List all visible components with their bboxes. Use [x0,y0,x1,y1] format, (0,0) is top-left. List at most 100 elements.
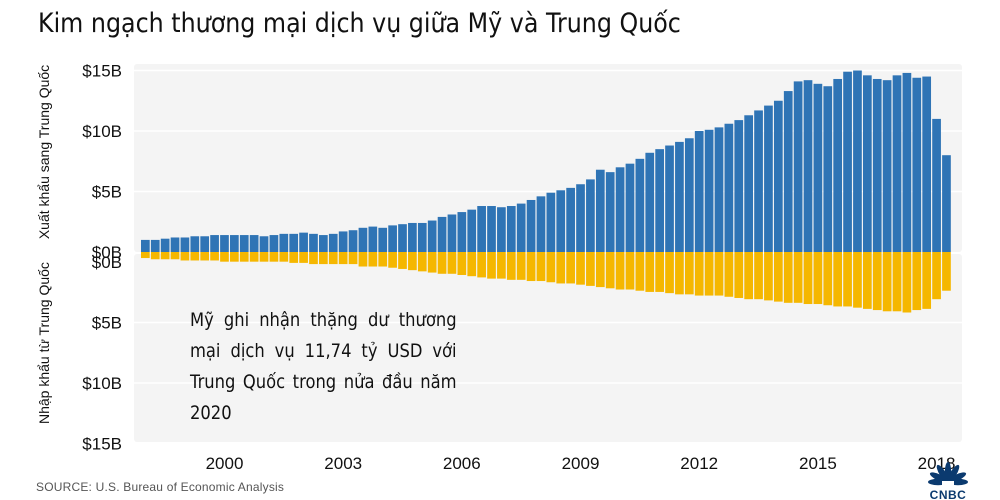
x-tick-label: 2006 [443,454,481,473]
import-bar [259,252,269,262]
import-bar [378,252,388,267]
export-bar [714,127,724,252]
import-bar [348,252,358,265]
import-bar [368,252,378,267]
export-bar [338,231,348,252]
export-bar [180,237,190,252]
import-bar [180,252,190,261]
import-bar [734,252,744,298]
import-bar [922,252,932,309]
export-bar [793,81,803,252]
import-bar [595,252,605,288]
import-bar [942,252,951,291]
import-bar [170,252,180,260]
import-bar [150,252,160,260]
export-bar [773,100,783,252]
export-bar [210,235,219,252]
export-bar [675,141,684,252]
import-bar [684,252,694,295]
import-bar [833,252,843,307]
export-bar [200,236,210,252]
export-bar [477,206,486,252]
export-bar [141,239,150,252]
export-bar [694,131,704,252]
import-bar [853,252,862,308]
import-bar [872,252,882,311]
x-tick-label: 2000 [206,454,244,473]
upper-y-tick-label: $10B [82,122,122,141]
import-bar [289,252,299,263]
import-bar [220,252,229,262]
import-bar [388,252,397,268]
import-bar [487,252,496,279]
export-bar [348,230,358,252]
import-bar [398,252,407,269]
import-bar [783,252,793,303]
export-bar [783,91,793,252]
x-tick-label: 2012 [680,454,718,473]
import-bar [190,252,200,261]
x-tick-label: 2009 [562,454,600,473]
export-bar [309,233,318,252]
import-bar [210,252,219,261]
export-bar [497,207,506,252]
import-bar [526,252,536,282]
export-bar [892,75,902,252]
upper-y-tick-label: $5B [92,183,122,202]
export-bar [833,78,843,252]
import-bar [477,252,486,278]
import-bar [358,252,368,267]
export-bar [595,169,605,252]
import-bar [239,252,249,262]
export-bar [862,75,872,252]
import-bar [675,252,684,295]
import-bar [556,252,566,284]
import-bar [932,252,941,300]
lower-y-tick-label: $15B [82,435,122,454]
export-bar [764,105,773,252]
import-bar [427,252,437,273]
import-bar [437,252,447,274]
export-bar [487,206,496,252]
export-bar [319,235,328,252]
export-bar [427,220,437,252]
export-bar [279,233,289,252]
export-bar [457,212,467,252]
import-bar [625,252,635,290]
import-bar [773,252,783,302]
export-bar [388,225,397,252]
export-bar [744,115,753,253]
export-bar [586,179,595,252]
import-bar [536,252,546,282]
export-bar [269,235,279,252]
cnbc-logo: CNBC [916,462,980,500]
import-bar [694,252,704,296]
export-bar [605,172,615,252]
export-bar [378,227,388,252]
export-bar [417,222,427,252]
export-bar [665,145,674,252]
x-tick-label: 2003 [324,454,362,473]
import-bar [803,252,813,305]
import-bar [506,252,516,280]
import-bar [586,252,595,286]
import-bar [141,252,150,259]
export-bar [724,123,734,253]
export-bar [655,149,664,252]
export-bar [437,216,447,252]
import-bar [299,252,308,263]
export-bar [635,158,645,252]
export-bar [358,227,368,252]
import-bar [605,252,615,289]
export-bar [467,209,477,252]
export-bar [526,199,536,252]
export-bar [843,71,852,253]
chart-annotation: Mỹ ghi nhận thặng dư thương mại dịch vụ … [190,309,457,424]
export-bar [684,138,694,252]
import-bar [516,252,526,280]
import-bar [793,252,803,303]
import-bar [319,252,328,265]
export-bar [239,235,249,252]
export-bar [536,196,546,252]
